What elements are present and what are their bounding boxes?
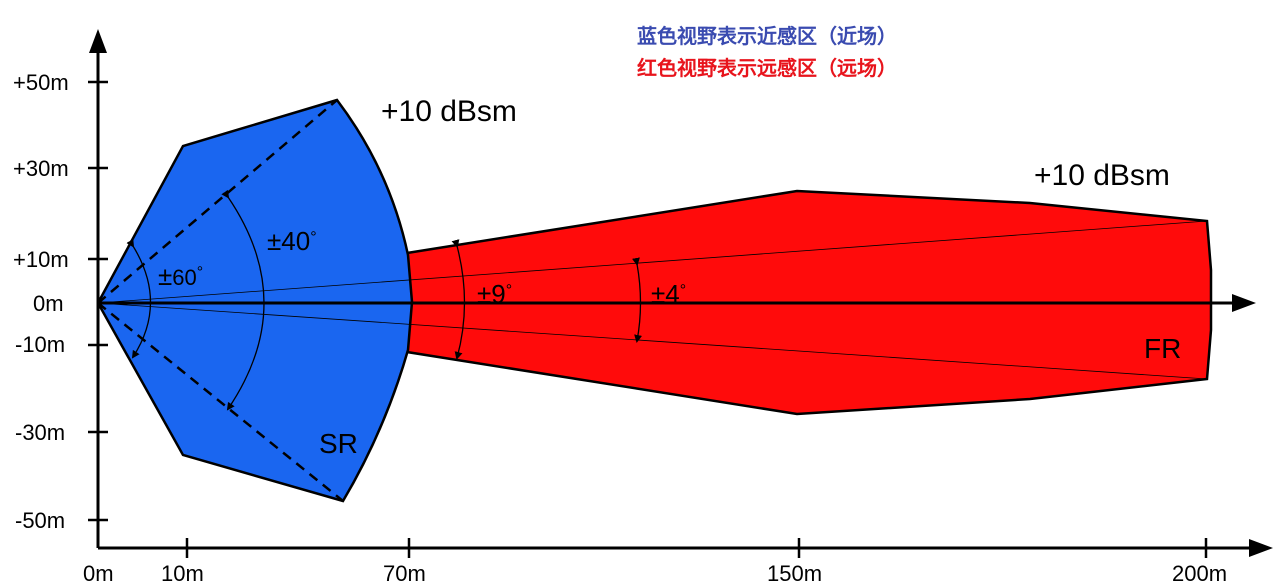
short-range-rcs-label: +10 dBsm <box>381 95 517 128</box>
far-range-label: FR <box>1144 333 1181 364</box>
x-tick-label: 200m <box>1172 561 1227 586</box>
x-tick-label: 0m <box>83 561 114 586</box>
angle-label-60: ±60° <box>158 261 203 291</box>
short-range-coverage-area <box>96 98 414 503</box>
legend-far-field: 红色视野表示远感区（远场） <box>637 56 897 80</box>
beam-lines <box>97 220 1208 380</box>
y-tick-label: -10m <box>15 332 65 357</box>
short-range-label: SR <box>319 428 358 459</box>
legend-near-field: 蓝色视野表示近感区（近场） <box>637 24 897 48</box>
y-axis: +50m +30m +10m 0m -10m -30m -50m <box>13 29 108 548</box>
x-tick-label: 70m <box>383 561 426 586</box>
angle-label-4: ±4° <box>651 279 686 309</box>
x-tick-label: 10m <box>161 561 204 586</box>
x-tick-label: 150m <box>767 561 822 586</box>
y-tick-label: +30m <box>13 156 69 181</box>
angle-label-9: ±9° <box>477 279 512 309</box>
angle-label-40: ±40° <box>267 226 317 256</box>
center-axis <box>98 294 1256 312</box>
y-tick-label: 0m <box>33 291 64 316</box>
y-tick-label: -30m <box>15 420 65 445</box>
far-range-rcs-label: +10 dBsm <box>1034 159 1170 192</box>
y-tick-label: +50m <box>13 70 69 95</box>
x-axis: 0m 10m 70m 150m 200m <box>83 538 1273 586</box>
y-tick-label: +10m <box>13 247 69 272</box>
y-tick-label: -50m <box>15 508 65 533</box>
